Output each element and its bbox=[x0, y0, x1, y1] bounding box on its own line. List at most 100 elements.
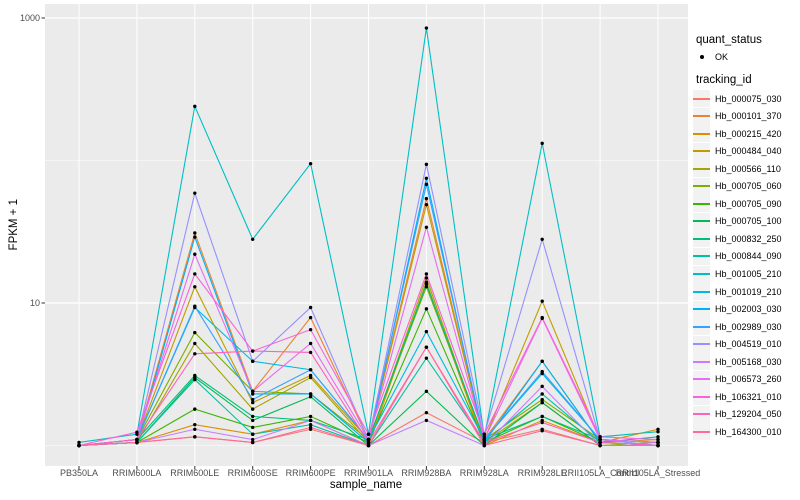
legend-entry-label: Hb_001019_210 bbox=[715, 286, 782, 297]
legend-key-line-icon bbox=[693, 132, 710, 135]
legend-entry-label: Hb_000101_370 bbox=[715, 111, 782, 122]
data-point bbox=[540, 315, 544, 320]
data-point bbox=[251, 389, 255, 394]
data-point bbox=[482, 437, 486, 442]
legend-key-line-icon bbox=[693, 378, 710, 381]
legend-key-line-icon bbox=[693, 185, 710, 188]
legend-key-line-icon bbox=[693, 430, 710, 433]
legend-key-line-icon bbox=[693, 167, 710, 170]
data-point bbox=[135, 440, 139, 445]
legend-entry-label: Hb_129204_050 bbox=[715, 409, 782, 420]
data-point bbox=[135, 437, 139, 442]
data-point bbox=[424, 329, 429, 334]
x-tick-label: RRIM901LA bbox=[343, 468, 394, 478]
data-point bbox=[424, 285, 429, 289]
legend-entry-label: Hb_000705_100 bbox=[715, 216, 782, 227]
data-point bbox=[193, 352, 197, 356]
data-point bbox=[308, 161, 313, 166]
legend-entry: Hb_001019_210 bbox=[693, 283, 782, 301]
ok-point-icon bbox=[699, 54, 704, 59]
legend-entry-label: Hb_001005_210 bbox=[715, 269, 782, 279]
legend-entry-label: Hb_000075_030 bbox=[715, 93, 782, 104]
x-axis-title: sample_name bbox=[329, 479, 403, 491]
data-point bbox=[77, 440, 81, 445]
data-point bbox=[193, 104, 197, 109]
data-point bbox=[193, 330, 197, 335]
data-point bbox=[251, 400, 255, 405]
data-point bbox=[193, 373, 197, 378]
data-point bbox=[424, 225, 429, 229]
legend-key bbox=[693, 283, 710, 301]
legend-key bbox=[693, 388, 710, 406]
legend-key bbox=[693, 405, 710, 423]
data-point bbox=[193, 341, 197, 346]
data-point bbox=[193, 191, 197, 195]
legend-entry: Hb_000705_090 bbox=[693, 195, 782, 213]
legend-key bbox=[693, 353, 710, 371]
data-point bbox=[424, 307, 429, 311]
data-point bbox=[251, 432, 255, 436]
data-point bbox=[308, 315, 313, 320]
legend-entry: Hb_000215_420 bbox=[693, 125, 782, 143]
data-point bbox=[598, 435, 602, 439]
data-point bbox=[366, 437, 371, 442]
data-point bbox=[193, 407, 197, 411]
data-point bbox=[424, 202, 429, 207]
legend-key bbox=[693, 160, 710, 178]
legend-key-line-icon bbox=[693, 150, 710, 153]
legend-quant-status-title: quant_status bbox=[696, 34, 762, 46]
data-point bbox=[251, 407, 255, 411]
data-point bbox=[540, 392, 544, 396]
legend-key-line-icon bbox=[693, 325, 710, 328]
legend-key bbox=[693, 247, 710, 265]
x-tick-label: RRII105LA_Stressed bbox=[615, 468, 701, 478]
legend-entry-label: Hb_000844_090 bbox=[715, 251, 782, 262]
y-axis-title: FPKM + 1 bbox=[8, 199, 20, 251]
data-point bbox=[656, 429, 660, 434]
data-point bbox=[540, 369, 544, 374]
data-point bbox=[135, 430, 139, 434]
x-tick-label: RRIM600PE bbox=[285, 468, 336, 478]
data-point bbox=[424, 182, 429, 187]
legend-key bbox=[693, 195, 710, 213]
legend-entry: Hb_129204_050 bbox=[693, 405, 782, 423]
data-point bbox=[193, 285, 197, 289]
data-point bbox=[424, 272, 429, 276]
x-tick-label: RRIM600LA bbox=[112, 468, 162, 478]
legend-entry: Hb_001005_210 bbox=[693, 265, 782, 283]
data-point bbox=[598, 443, 602, 448]
data-point bbox=[308, 327, 313, 332]
data-point bbox=[424, 418, 429, 423]
legend-key-line-icon bbox=[693, 343, 710, 346]
data-point bbox=[424, 276, 429, 280]
data-point bbox=[540, 400, 544, 405]
legend-key-line-icon bbox=[693, 115, 710, 118]
data-point bbox=[251, 440, 255, 445]
data-point bbox=[366, 440, 371, 445]
data-point bbox=[251, 414, 255, 419]
legend-tracking-id-title: tracking_id bbox=[696, 74, 752, 86]
legend-key bbox=[693, 265, 710, 283]
data-point bbox=[540, 359, 544, 363]
data-point bbox=[193, 231, 197, 235]
data-point bbox=[308, 341, 313, 346]
legend-key bbox=[693, 212, 710, 230]
legend-key-line-icon bbox=[693, 413, 710, 416]
data-point bbox=[424, 345, 429, 349]
legend-key-line-icon bbox=[693, 255, 710, 258]
legend-key-line-icon bbox=[693, 360, 710, 363]
data-point bbox=[308, 395, 313, 399]
legend-key-line-icon bbox=[693, 395, 710, 398]
legend-key-line-icon bbox=[693, 273, 710, 275]
data-point bbox=[193, 272, 197, 276]
legend-entry-label: Hb_004519_010 bbox=[715, 339, 782, 350]
data-point bbox=[193, 422, 197, 427]
legend-entry-label: Hb_000832_250 bbox=[715, 233, 782, 244]
data-point bbox=[308, 305, 313, 310]
data-point bbox=[308, 425, 313, 430]
legend-key bbox=[693, 300, 710, 318]
legend-key bbox=[693, 177, 710, 195]
legend-entry-label: Hb_006573_260 bbox=[715, 374, 782, 385]
